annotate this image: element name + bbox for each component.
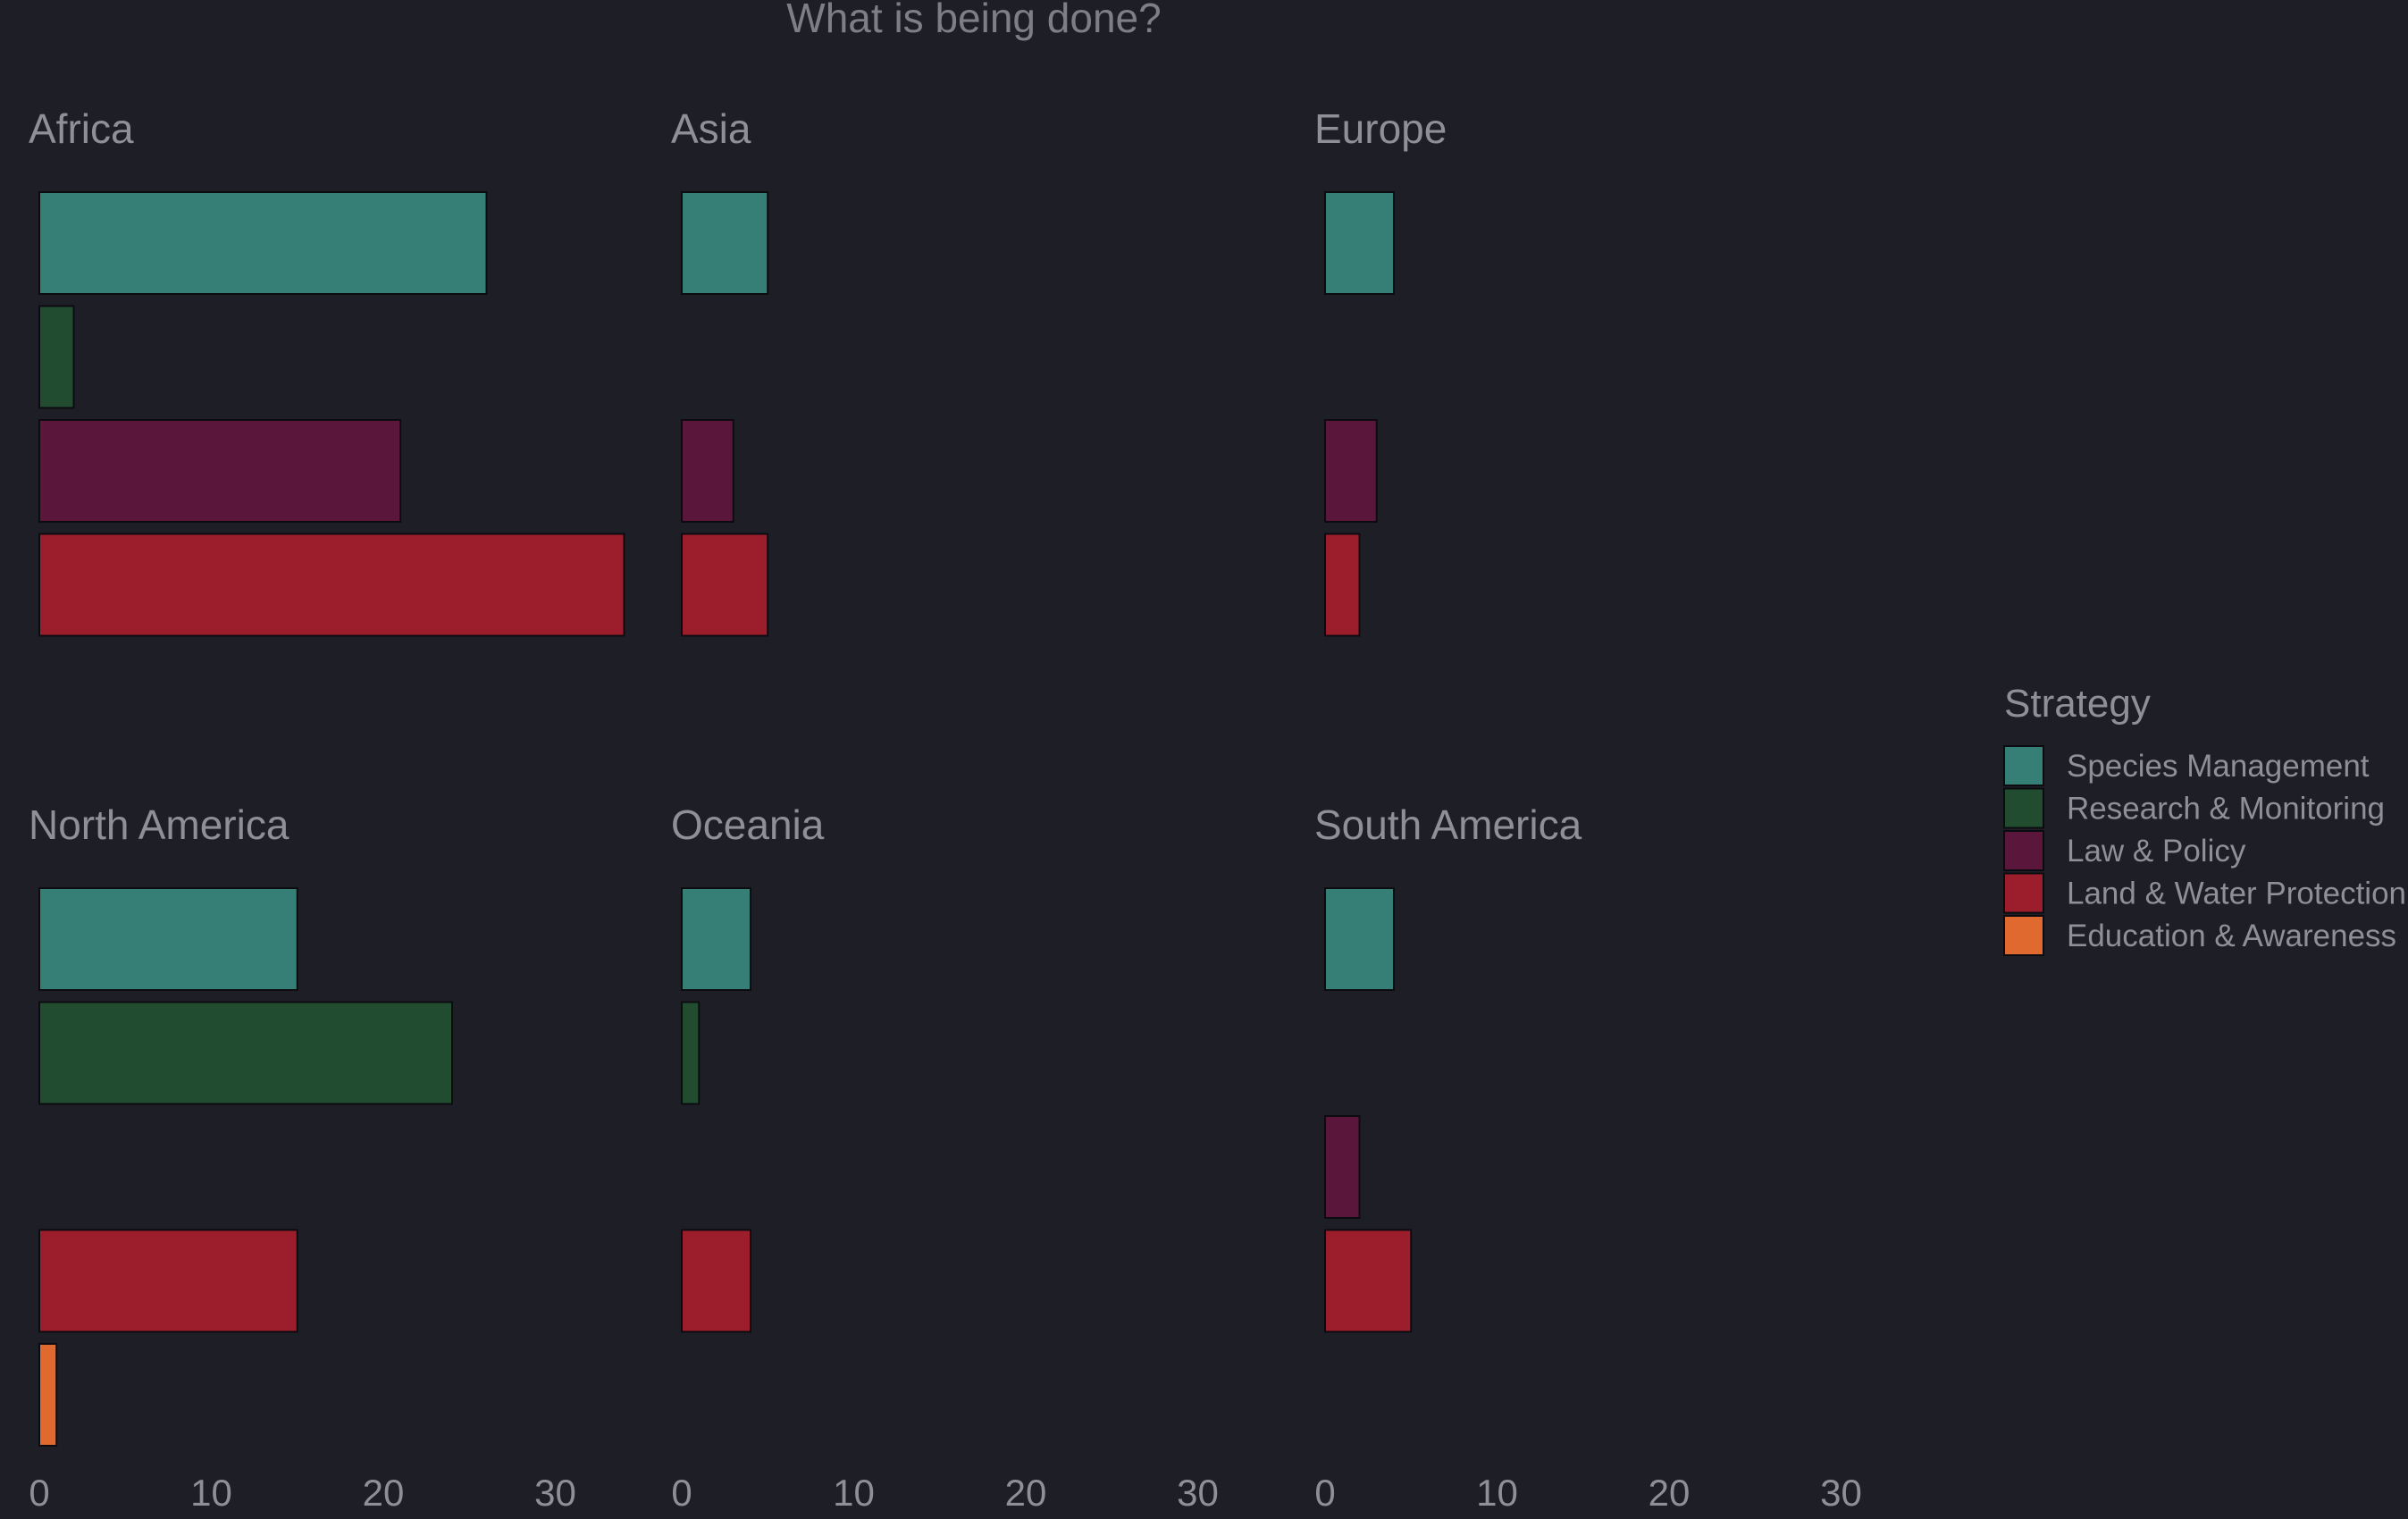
legend-label-research-monitoring: Research & Monitoring [2067, 792, 2385, 827]
x-tick-label: 30 [1177, 1472, 1219, 1514]
bar-africa-research-monitoring [38, 305, 75, 409]
x-tick-label: 30 [1820, 1472, 1862, 1514]
legend: Strategy Species Management Research & Mo… [2003, 682, 2406, 956]
x-tick-label: 10 [190, 1472, 232, 1514]
bar-europe-law-policy [1324, 419, 1378, 523]
legend-swatch-education-awareness [2003, 915, 2044, 956]
bar-asia-land-water-protection [681, 533, 769, 637]
facet-label-europe: Europe [1314, 105, 1447, 152]
facet-label-south-america: South America [1314, 801, 1582, 848]
legend-label-species-management: Species Management [2067, 749, 2370, 784]
legend-items: Species Management Research & Monitoring L… [2003, 745, 2406, 956]
bar-north-america-education-awareness [38, 1343, 58, 1447]
x-tick-label: 20 [1005, 1472, 1047, 1514]
bar-north-america-land-water-protection [38, 1229, 298, 1333]
bar-north-america-species-management [38, 887, 298, 991]
legend-swatch-species-management [2003, 745, 2044, 786]
x-tick-label: 10 [833, 1472, 875, 1514]
legend-title: Strategy [2004, 682, 2151, 726]
facet-label-north-america: North America [29, 801, 289, 848]
x-tick-label: 30 [534, 1472, 576, 1514]
facet-label-asia: Asia [671, 105, 751, 152]
x-tick-label: 0 [29, 1472, 49, 1514]
facet-oceania: Oceania 0 10 20 30 [671, 801, 1219, 1514]
x-tick-label: 20 [1649, 1472, 1691, 1514]
facet-africa: Africa [29, 105, 625, 637]
bar-oceania-species-management [681, 887, 751, 991]
legend-label-education-awareness: Education & Awareness [2067, 919, 2396, 953]
legend-swatch-law-policy [2003, 830, 2044, 871]
bar-africa-law-policy [38, 419, 402, 523]
facet-north-america: North America 0 10 20 30 [29, 801, 576, 1514]
bar-africa-species-management [38, 191, 488, 295]
legend-swatch-research-monitoring [2003, 787, 2044, 829]
facet-south-america: South America 0 10 20 30 [1314, 801, 1862, 1514]
bar-africa-land-water-protection [38, 533, 625, 637]
bar-south-america-law-policy [1324, 1115, 1361, 1219]
legend-swatch-land-water-protection [2003, 872, 2044, 914]
bar-europe-species-management [1324, 191, 1395, 295]
bar-south-america-species-management [1324, 887, 1395, 991]
facet-label-africa: Africa [29, 105, 134, 152]
facet-asia: Asia [671, 105, 769, 637]
x-tick-label: 20 [363, 1472, 405, 1514]
bar-oceania-research-monitoring [681, 1001, 701, 1105]
x-tick-label: 0 [671, 1472, 692, 1514]
bar-oceania-land-water-protection [681, 1229, 751, 1333]
x-tick-label: 0 [1314, 1472, 1335, 1514]
bar-south-america-land-water-protection [1324, 1229, 1413, 1333]
chart-title: What is being done? [786, 0, 1161, 41]
bar-europe-land-water-protection [1324, 533, 1361, 637]
facet-europe: Europe [1314, 105, 1447, 637]
x-tick-label: 10 [1476, 1472, 1518, 1514]
legend-label-land-water-protection: Land & Water Protection [2067, 877, 2406, 911]
legend-label-law-policy: Law & Policy [2067, 834, 2246, 869]
facet-label-oceania: Oceania [671, 801, 825, 848]
bar-asia-law-policy [681, 419, 734, 523]
bar-north-america-research-monitoring [38, 1001, 453, 1105]
bar-asia-species-management [681, 191, 769, 295]
